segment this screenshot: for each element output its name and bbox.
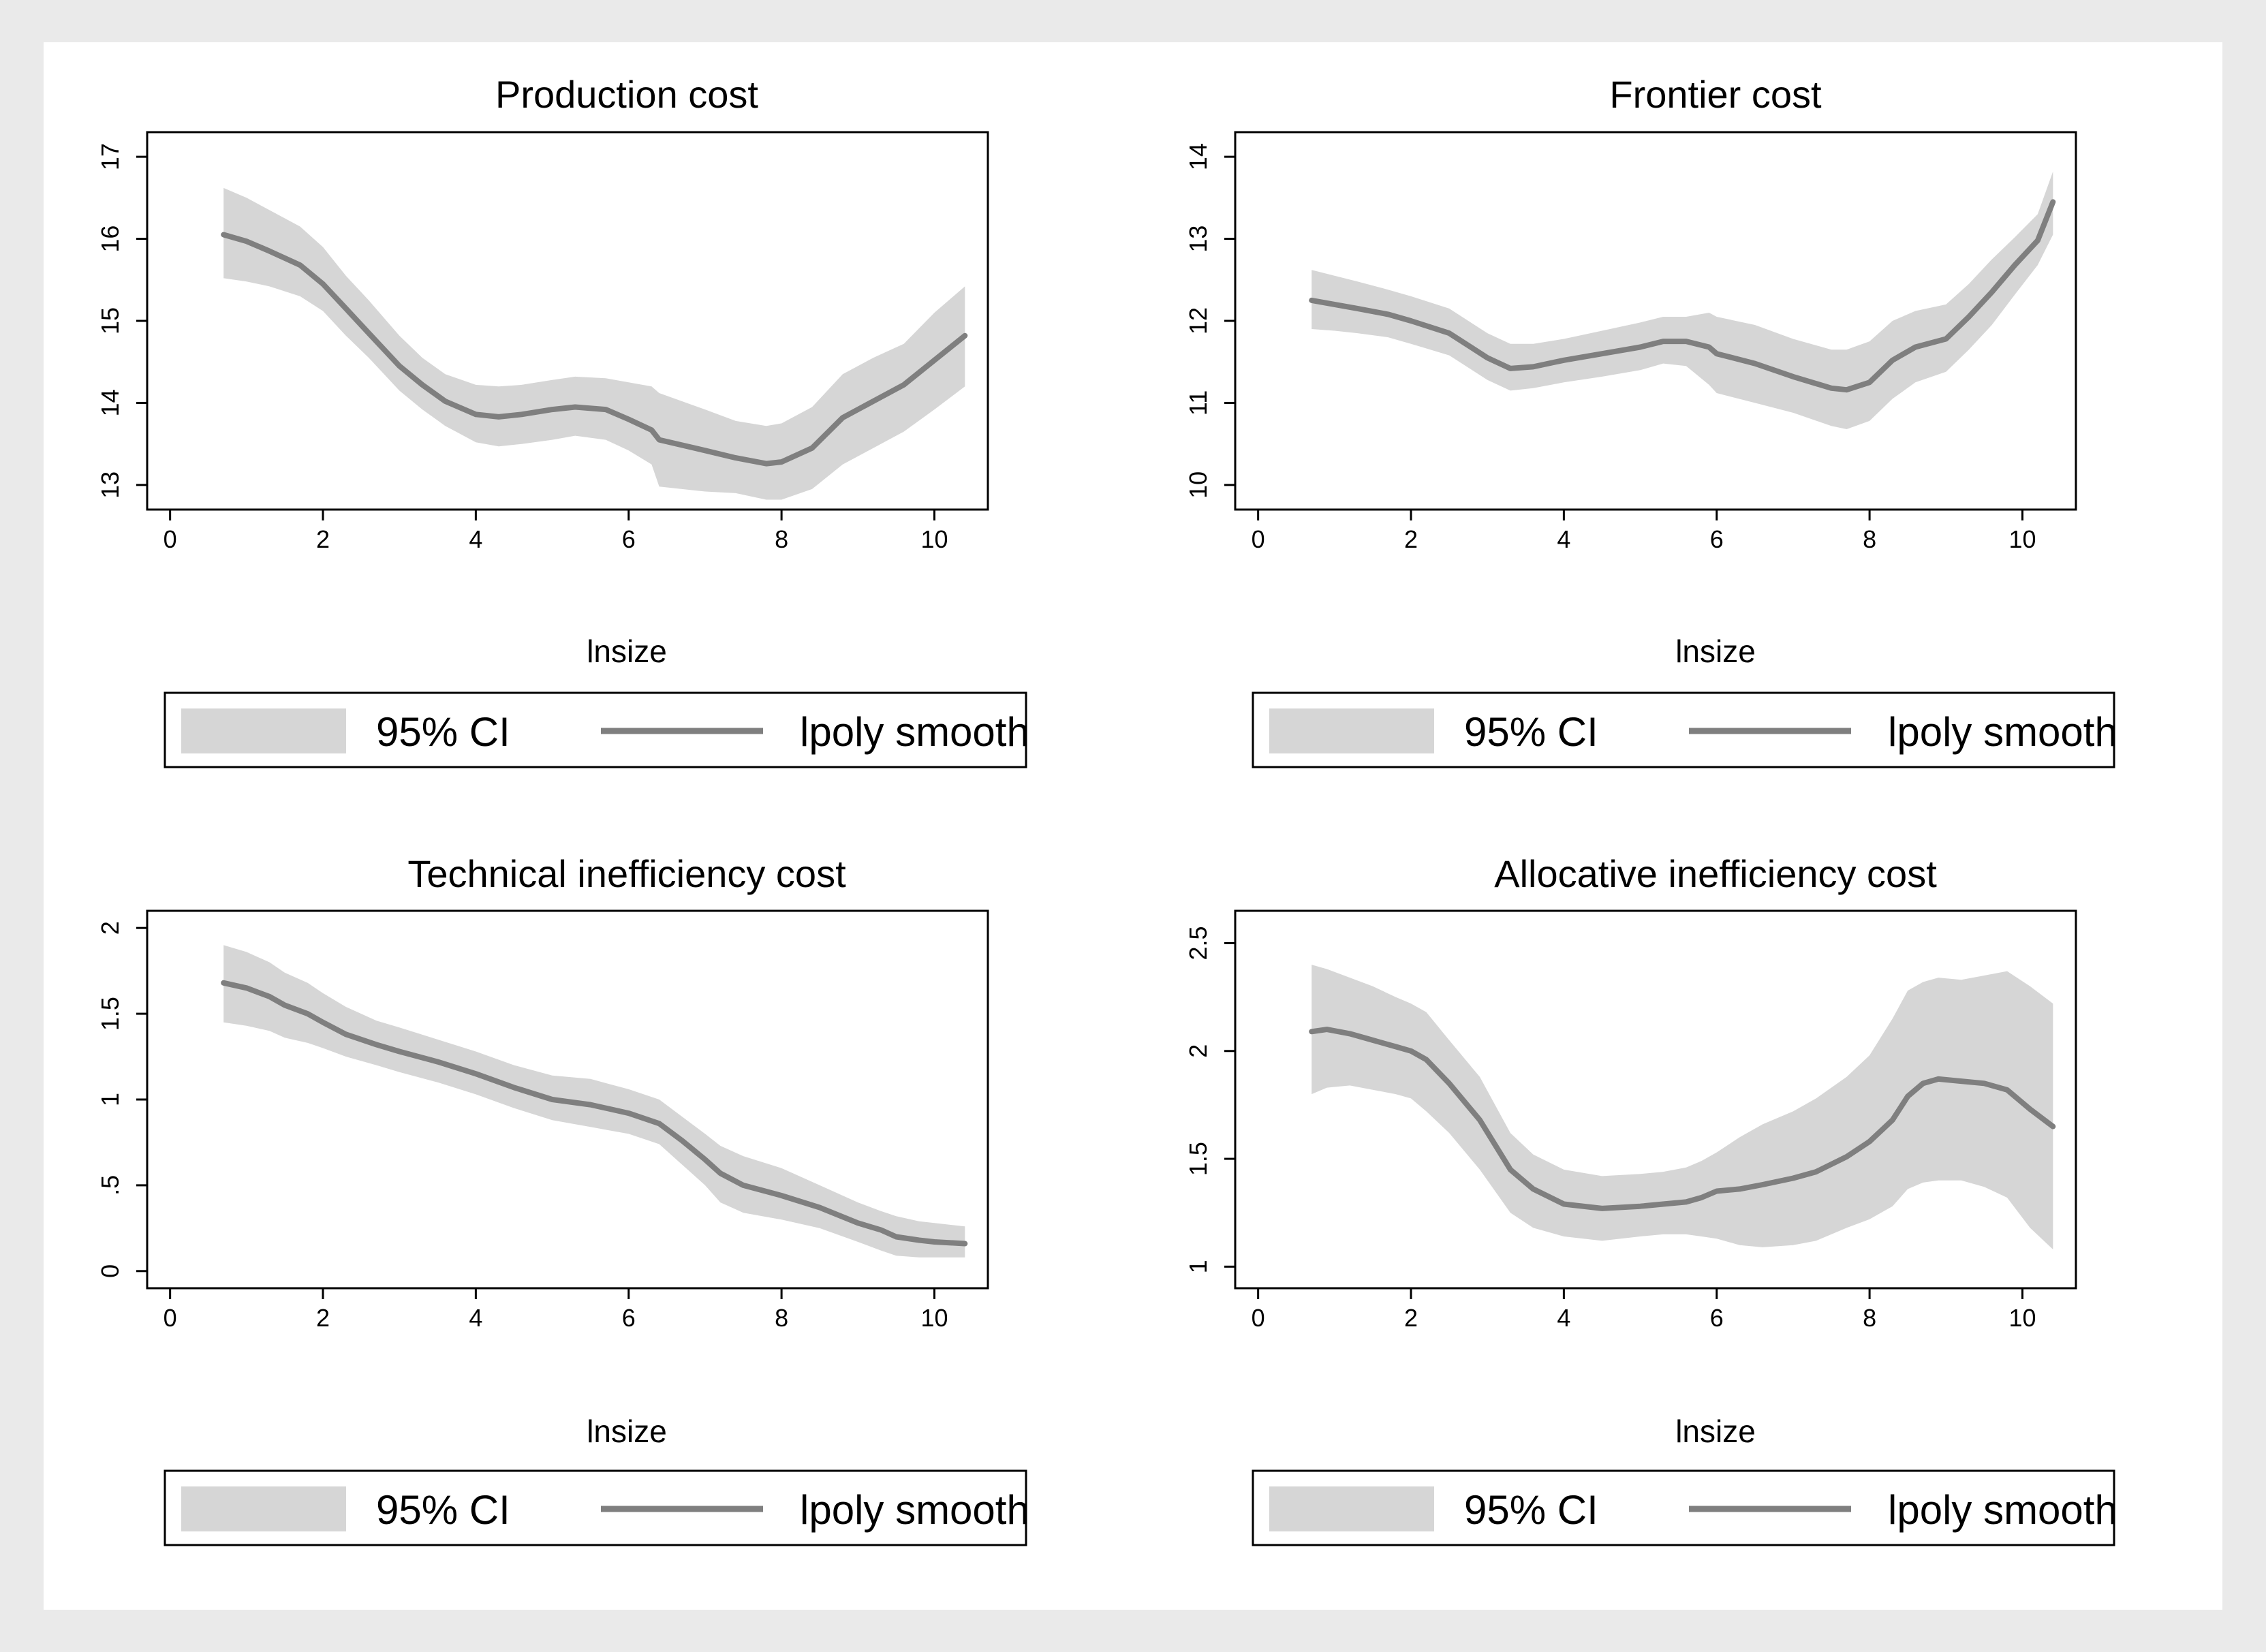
chart-title: Frontier cost [1609,73,1822,116]
x-tick-label: 10 [920,525,948,553]
x-tick-label: 4 [469,525,482,553]
legend-ci-swatch [181,708,346,753]
lpoly-smooth-line [221,980,968,1247]
x-tick-label: 6 [1710,525,1724,553]
x-tick-label: 2 [316,1304,330,1332]
legend-line-label: lpoly smooth [800,709,1029,755]
x-tick-label: 8 [775,525,788,553]
legend: 95% CI lpoly smooth [164,1469,1029,1546]
figure-frame: Production cost 0 2 4 6 8 10 13 14 15 16 17 lnsize 95… [44,42,2222,1610]
y-tick-label: 2 [96,921,124,935]
legend-ci-label: 95% CI [376,709,510,755]
x-tick-label: 2 [1404,525,1418,553]
x-tick-label: 0 [164,1304,177,1332]
plot-area-frame [1234,909,2077,1290]
x-tick-label: 8 [1863,525,1876,553]
lpoly-smooth-line [1309,199,2056,393]
chart-panel-3: Technical inefficiency cost 0 2 4 6 8 10 0 .5 1 1.… [96,852,1029,1546]
x-tick-label: 2 [316,525,330,553]
y-tick-label: 14 [1184,143,1212,170]
x-tick-label: 4 [1557,1304,1570,1332]
legend-ci-label: 95% CI [376,1487,510,1533]
y-tick-label: 1.5 [96,997,124,1031]
y-tick-label: 17 [96,143,124,170]
x-tick-label: 0 [1252,525,1265,553]
x-tick-label: 0 [1252,1304,1265,1332]
ci-band [1312,965,2053,1249]
x-tick-label: 6 [622,1304,636,1332]
x-tick-label: 4 [1557,525,1570,553]
legend-line-label: lpoly smooth [1888,1487,2117,1533]
legend: 95% CI lpoly smooth [1252,1469,2117,1546]
chart-title: Allocative inefficiency cost [1494,852,1937,895]
x-axis-label: lnsize [587,634,667,669]
x-tick-label: 6 [1710,1304,1724,1332]
ci-band [223,945,965,1258]
y-tick-label: 11 [1184,390,1212,416]
x-tick-label: 8 [1863,1304,1876,1332]
y-tick-label: 2.5 [1184,926,1212,960]
chart-title: Production cost [495,73,758,116]
y-tick-label: 2 [1184,1044,1212,1058]
ci-band [223,187,965,500]
legend: 95% CI lpoly smooth [1252,691,2117,768]
legend-ci-swatch [1269,708,1434,753]
chart-panel-1: Production cost 0 2 4 6 8 10 13 14 15 16 17 lnsize 95… [96,73,1029,768]
x-axis-label: lnsize [1675,634,1756,669]
y-tick-label: .5 [96,1175,124,1196]
legend-ci-label: 95% CI [1464,1487,1598,1533]
legend: 95% CI lpoly smooth [164,691,1029,768]
y-tick-label: 13 [96,471,124,499]
y-tick-label: 12 [1184,307,1212,334]
x-tick-label: 10 [2008,525,2036,553]
lpoly-smooth-line [1309,1027,2056,1211]
y-tick-label: 16 [96,225,124,253]
x-tick-label: 10 [2008,1304,2036,1332]
x-axis-label: lnsize [1675,1414,1756,1449]
legend-ci-swatch [1269,1486,1434,1531]
x-tick-label: 10 [920,1304,948,1332]
y-tick-label: 14 [96,389,124,416]
chart-panel-2: Frontier cost 0 2 4 6 8 10 10 11 12 13 14 lnsize 95% … [1184,73,2117,768]
y-tick-label: 1 [96,1093,124,1106]
y-tick-label: 1 [1184,1260,1212,1273]
chart-title: Technical inefficiency cost [407,852,846,895]
legend-ci-swatch [181,1486,346,1531]
y-tick-label: 10 [1184,471,1212,499]
ci-band [1312,171,2053,430]
legend-line-label: lpoly smooth [800,1487,1029,1533]
y-tick-label: 0 [96,1264,124,1278]
chart-panel-4: Allocative inefficiency cost 0 2 4 6 8 10 1 1.5 2… [1184,852,2117,1546]
x-axis-label: lnsize [587,1414,667,1449]
x-tick-label: 6 [622,525,636,553]
x-tick-label: 4 [469,1304,482,1332]
legend-line-label: lpoly smooth [1888,709,2117,755]
y-tick-label: 13 [1184,225,1212,253]
y-tick-label: 15 [96,307,124,334]
x-tick-label: 0 [164,525,177,553]
lpoly-smooth-line [221,232,968,467]
y-tick-label: 1.5 [1184,1142,1212,1176]
x-tick-label: 2 [1404,1304,1418,1332]
x-tick-label: 8 [775,1304,788,1332]
legend-ci-label: 95% CI [1464,709,1598,755]
